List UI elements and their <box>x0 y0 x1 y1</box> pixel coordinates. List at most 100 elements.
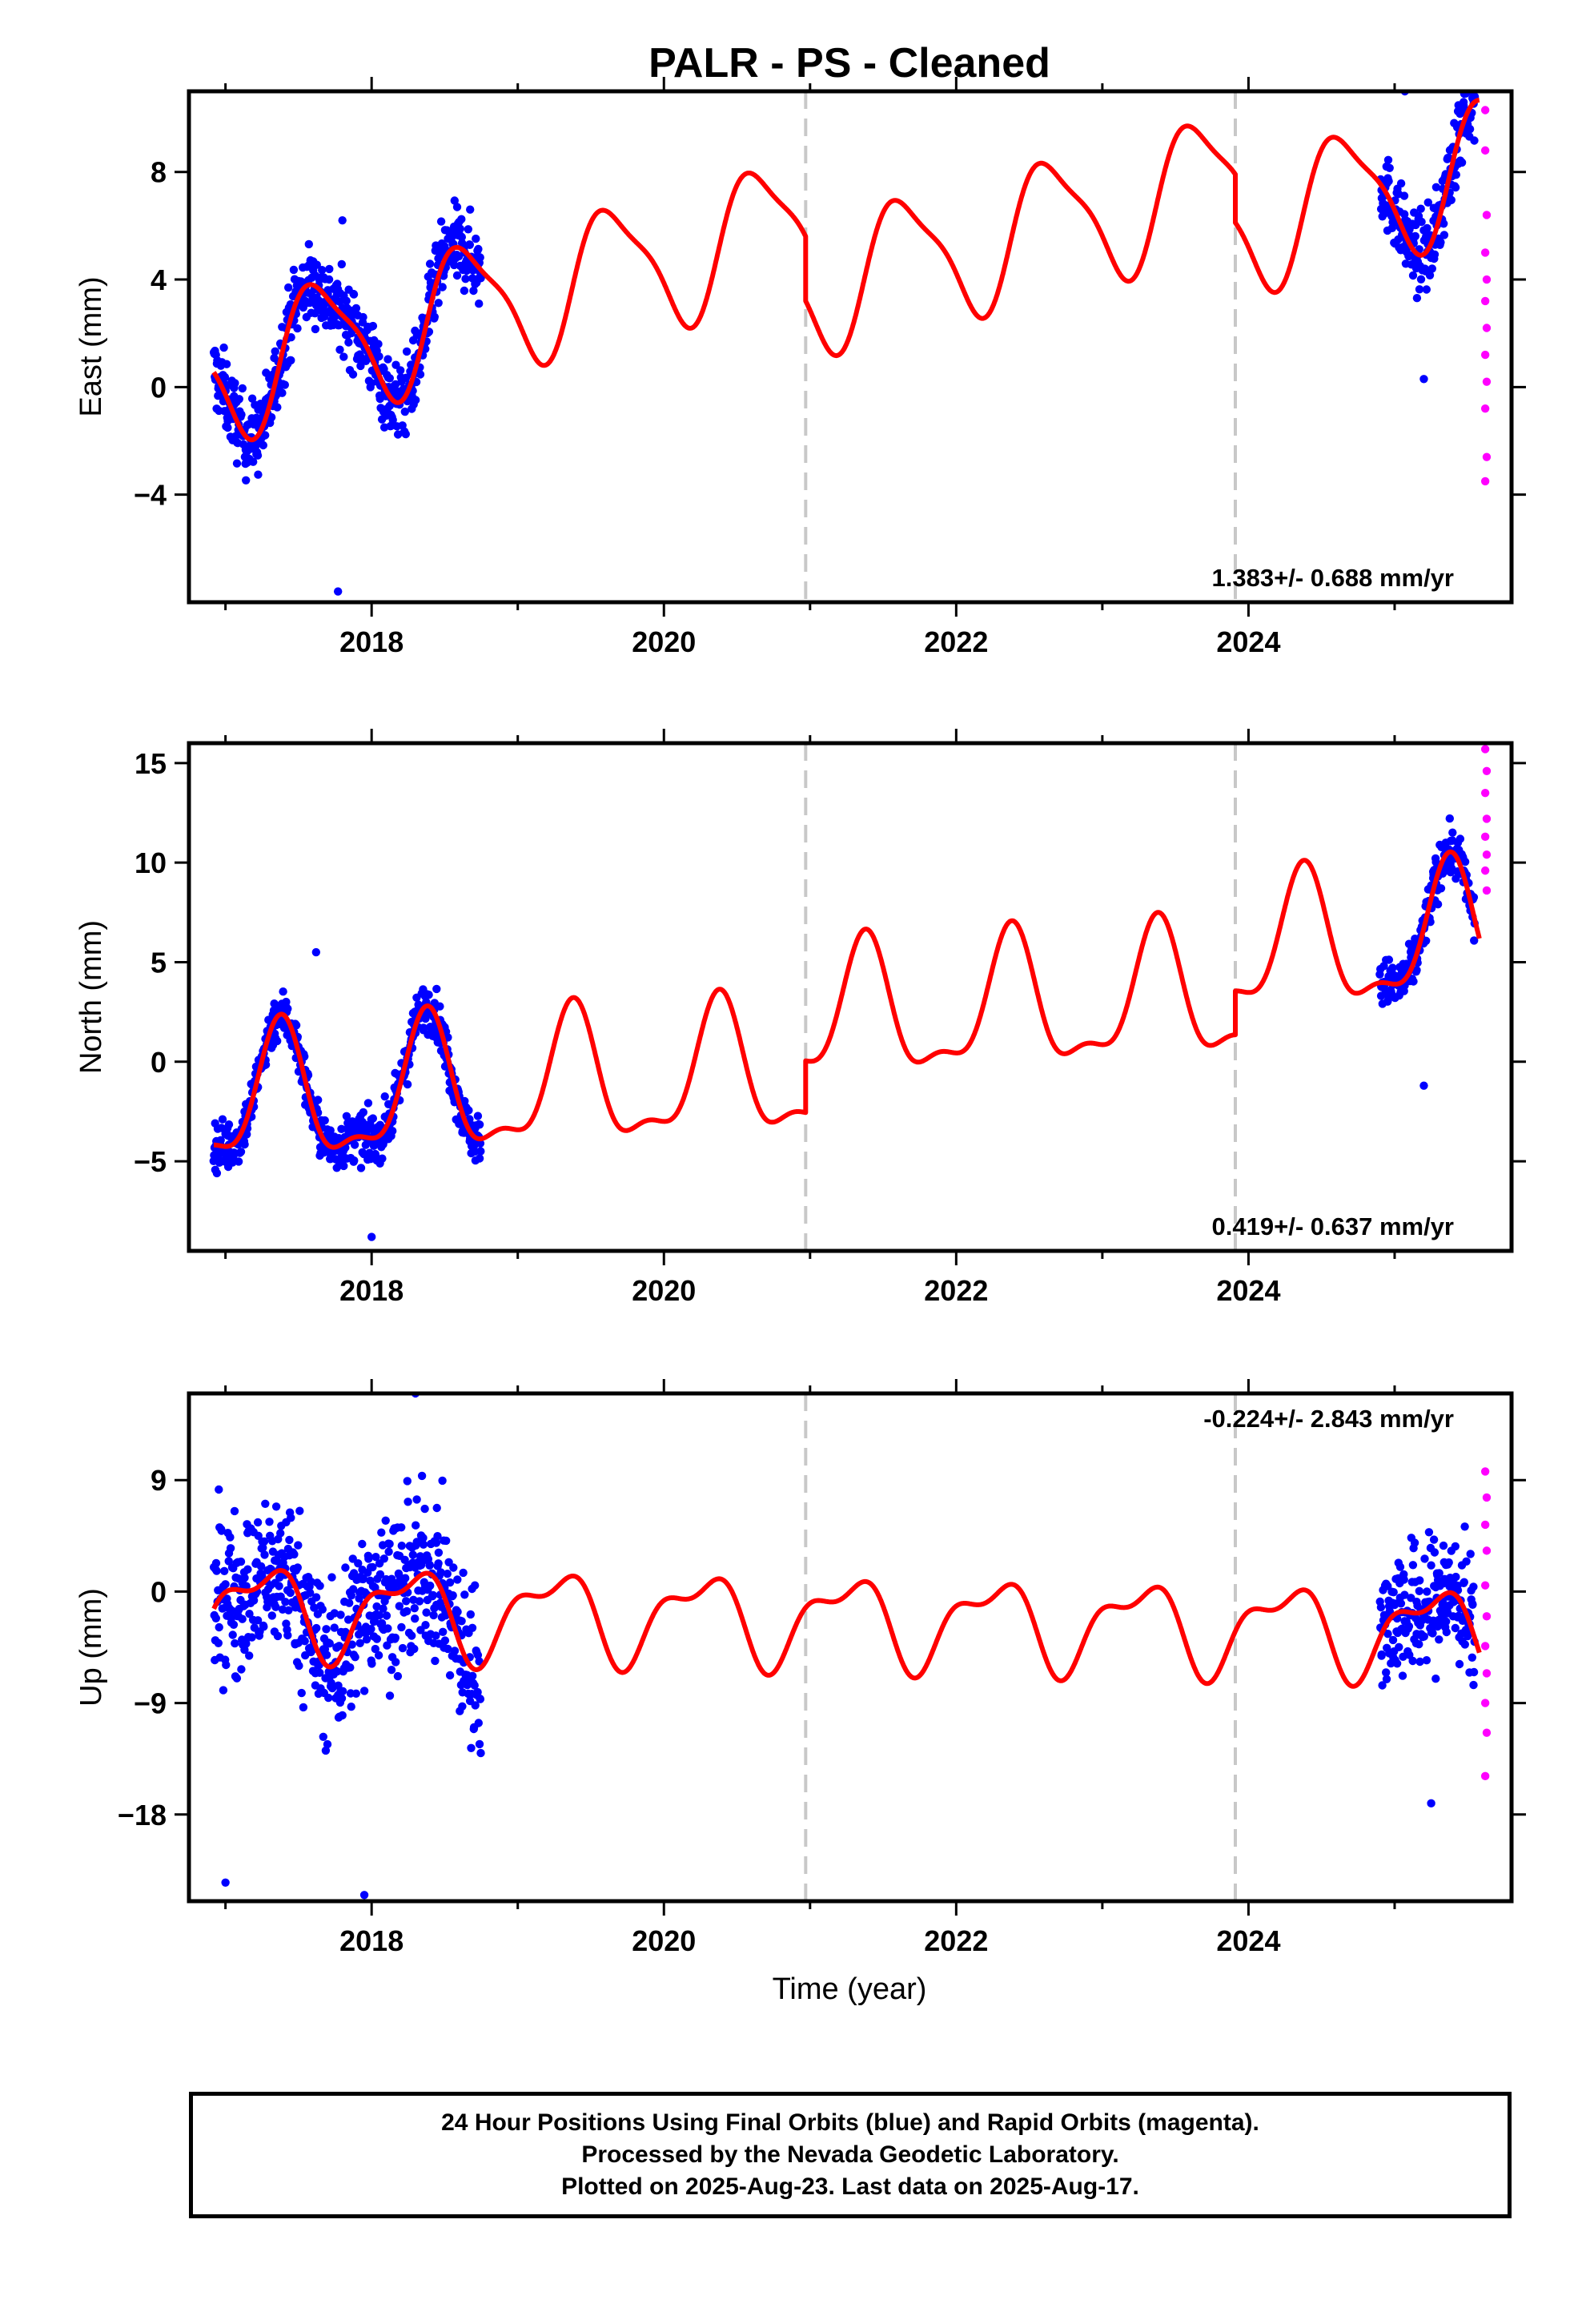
up-final-point-227 <box>310 1603 319 1612</box>
east-y-tick-label-8: 8 <box>151 156 167 189</box>
east-rapid-point-1 <box>1480 146 1490 155</box>
up-final-point-217 <box>306 1588 315 1598</box>
east-final-point-373 <box>375 352 383 361</box>
up-final-point-529 <box>444 1644 452 1654</box>
east-final-point-294 <box>339 352 348 361</box>
east-x-tick-label-2024: 2024 <box>1216 625 1280 658</box>
east-final-point-331 <box>356 361 365 371</box>
east-rapid-point-4 <box>1482 275 1492 284</box>
up-final-point-658 <box>1399 1575 1408 1584</box>
east-final-point-765 <box>1447 195 1456 204</box>
east-final-point-433 <box>401 429 410 439</box>
east-final-point-189 <box>293 324 302 333</box>
north-plot-area <box>209 743 1492 1251</box>
east-final-point-623 <box>1383 155 1393 164</box>
up-final-point-114 <box>259 1537 269 1546</box>
up-final-point-340 <box>359 1687 369 1695</box>
east-final-point-809 <box>1467 69 1475 77</box>
east-final-point-587 <box>469 286 478 296</box>
east-final-point-626 <box>1385 163 1394 172</box>
footer-line-orbits: 24 Hour Positions Using Final Orbits (bl… <box>441 2109 1259 2136</box>
up-final-point-516 <box>438 1476 447 1486</box>
east-final-point-48 <box>231 379 239 388</box>
north-final-point-7 <box>212 1168 222 1178</box>
east-final-point-398 <box>385 374 394 383</box>
up-final-point-513 <box>436 1568 445 1577</box>
east-final-point-697 <box>1416 275 1426 283</box>
up-final-point-705 <box>1420 1554 1429 1563</box>
chart-title: PALR - PS - Cleaned <box>648 40 1050 86</box>
north-final-point-380 <box>378 1154 387 1163</box>
up-final-point-563 <box>459 1568 468 1578</box>
east-final-point-740 <box>1436 238 1445 247</box>
up-final-point-297 <box>341 1563 350 1572</box>
up-final-point-550 <box>453 1575 462 1584</box>
up-rapid-point-4 <box>1480 1581 1490 1590</box>
up-final-point-28 <box>222 1660 231 1670</box>
up-rapid-point-3 <box>1482 1546 1492 1555</box>
up-final-point-533 <box>445 1578 455 1587</box>
north-final-point-597 <box>473 1112 483 1120</box>
up-final-point-246 <box>318 1605 327 1614</box>
north-final-point-35 <box>224 1120 234 1129</box>
east-rapid-point-6 <box>1482 324 1492 332</box>
up-x-tick-label-2022: 2022 <box>924 1924 988 1957</box>
east-y-tick-label-4: 4 <box>151 263 167 296</box>
up-final-point-775 <box>1452 1572 1460 1582</box>
up-final-point-426 <box>398 1643 408 1653</box>
up-final-point-656 <box>1399 1652 1407 1661</box>
east-final-point-624 <box>1384 177 1393 186</box>
up-final-point-678 <box>1408 1656 1417 1666</box>
north-final-point-816 <box>1470 936 1479 945</box>
north-final-point-632 <box>1388 963 1397 972</box>
up-final-point-338 <box>359 1574 368 1583</box>
up-final-point-47 <box>230 1506 239 1516</box>
north-y-tick-label-10: 10 <box>135 846 167 879</box>
east-final-point-549 <box>452 271 462 280</box>
up-final-point-747 <box>1439 1541 1448 1550</box>
up-x-tick-label-2018: 2018 <box>339 1924 404 1957</box>
up-rapid-point-10 <box>1480 1771 1490 1781</box>
north-final-point-163 <box>282 997 291 1007</box>
east-rapid-point-7 <box>1480 350 1490 360</box>
up-final-point-458 <box>412 1495 421 1504</box>
panels-container: 2018 2020 2022 2024 −4 0 4 8 East (mm) 1.383+/- 0… <box>74 69 1526 1957</box>
east-final-point-421 <box>396 366 405 375</box>
east-final-point-488 <box>425 259 435 268</box>
east-final-outlier-1 <box>333 587 343 596</box>
north-final-point-317 <box>350 1156 359 1165</box>
up-final-point-434 <box>402 1597 411 1606</box>
east-final-point-731 <box>1431 183 1441 191</box>
east-final-point-52 <box>232 459 242 468</box>
east-rapid-point-11 <box>1480 476 1490 486</box>
up-final-point-599 <box>475 1657 484 1666</box>
up-final-point-173 <box>286 1588 295 1598</box>
up-final-point-21 <box>219 1686 228 1695</box>
up-rapid-point-0 <box>1480 1467 1490 1476</box>
east-final-point-550 <box>452 203 462 211</box>
north-final-point-686 <box>1412 966 1421 975</box>
east-rapid-point-9 <box>1480 404 1490 413</box>
north-final-point-510 <box>436 1002 444 1011</box>
up-final-point-447 <box>408 1631 416 1640</box>
east-rapid-point-10 <box>1482 452 1492 461</box>
east-final-point-130 <box>267 412 276 422</box>
north-final-point-319 <box>350 1140 359 1149</box>
up-final-point-500 <box>431 1656 440 1666</box>
east-final-point-508 <box>434 299 443 308</box>
up-y-tick-label-9: 9 <box>151 1464 167 1497</box>
east-final-point-578 <box>465 240 474 249</box>
north-final-point-680 <box>1409 977 1418 986</box>
east-x-tick-label-2018: 2018 <box>339 625 404 658</box>
up-final-point-478 <box>421 1621 430 1630</box>
up-final-point-390 <box>382 1611 391 1620</box>
east-final-point-99 <box>253 451 263 460</box>
up-final-point-416 <box>393 1671 403 1681</box>
up-final-point-77 <box>243 1565 252 1574</box>
north-final-point-474 <box>419 1023 428 1032</box>
north-final-point-386 <box>380 1092 389 1101</box>
north-final-point-236 <box>314 1096 323 1104</box>
north-final-outlier-0 <box>311 947 321 957</box>
up-final-point-476 <box>420 1504 429 1514</box>
